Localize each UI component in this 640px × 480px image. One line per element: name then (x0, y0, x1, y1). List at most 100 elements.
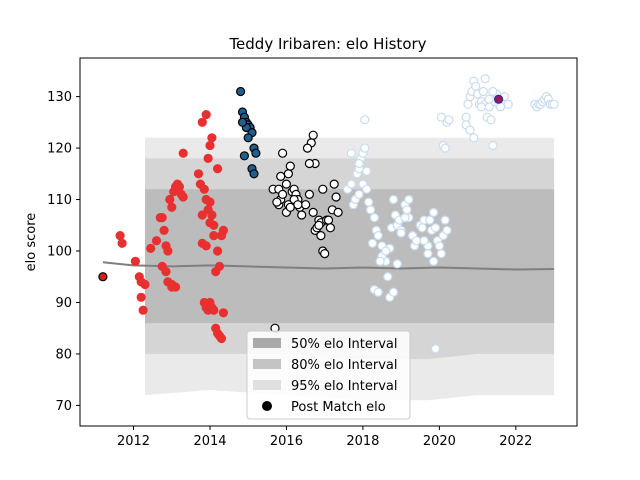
elo-point (174, 182, 184, 192)
elo-point (471, 81, 481, 91)
elo-point (400, 213, 410, 223)
elo-point (130, 256, 140, 266)
elo-point (549, 99, 559, 109)
elo-point (213, 246, 223, 256)
elo-point (209, 231, 219, 241)
elo-point (411, 236, 421, 246)
elo-point (203, 153, 213, 163)
elo-point (136, 292, 146, 302)
elo-point (308, 207, 318, 217)
elo-point (495, 102, 506, 112)
elo-point (308, 130, 318, 140)
elo-point (218, 225, 228, 235)
elo-point (251, 148, 261, 158)
elo-point (207, 210, 217, 220)
elo-point (430, 344, 441, 354)
elo-point (157, 213, 167, 223)
elo-point (367, 238, 378, 248)
elo-point (278, 189, 288, 199)
x-axis: 2012 2014 2016 2018 2020 2022 (117, 426, 532, 449)
elo-point (429, 256, 439, 266)
elo-point (354, 189, 364, 199)
elo-point (444, 115, 454, 125)
elo-point (207, 133, 217, 143)
legend-label-95: 95% elo Interval (291, 379, 398, 394)
elo-point (488, 140, 498, 151)
elo-point (488, 86, 498, 97)
elo-point (197, 210, 207, 220)
elo-point (151, 236, 162, 246)
plot-frame (79, 57, 578, 427)
elo-point (316, 231, 326, 241)
chart-title: Teddy Iribaren: elo History (228, 35, 426, 53)
elo-point (383, 272, 393, 282)
elo-point (486, 115, 496, 125)
elo-point (425, 215, 435, 225)
elo-point (304, 158, 314, 169)
elo-point (301, 200, 311, 210)
elo-point (503, 99, 513, 109)
elo-point (281, 179, 291, 189)
y-tick-label: 70 (55, 399, 72, 414)
elo-point (205, 197, 215, 207)
elo-point (360, 143, 370, 153)
y-tick-label: 120 (47, 142, 72, 157)
elo-point (205, 140, 215, 151)
legend-swatch-50 (253, 338, 281, 348)
x-tick-label: 2012 (117, 434, 150, 449)
elo-point (283, 169, 293, 179)
elo-point (434, 241, 444, 251)
elo-point (430, 223, 441, 233)
elo-point (237, 117, 248, 127)
elo-point (465, 125, 475, 135)
legend-swatch-80 (253, 359, 281, 369)
elo-point (201, 109, 211, 120)
x-tick-label: 2016 (270, 434, 303, 449)
y-tick-label: 110 (47, 193, 72, 208)
elo-point (293, 200, 303, 210)
elo-point (314, 220, 324, 230)
elo-point (404, 194, 414, 205)
elo-point (285, 161, 295, 171)
x-tick-label: 2022 (499, 434, 532, 449)
elo-point (366, 205, 376, 215)
elo-point (201, 241, 211, 251)
elo-point (297, 210, 307, 220)
elo-point (478, 86, 488, 97)
elo-point (165, 194, 175, 205)
elo-point (429, 207, 439, 217)
elo-point (388, 194, 399, 205)
elo-point (476, 102, 486, 112)
elo-point (375, 256, 385, 266)
elo-point (276, 171, 286, 181)
elo-point (178, 148, 188, 158)
legend-label-50: 50% elo Interval (291, 337, 398, 352)
elo-point (167, 279, 177, 290)
elo-point (364, 197, 374, 207)
elo-point (197, 117, 207, 127)
elo-point (159, 225, 169, 235)
elo-point (402, 205, 412, 215)
elo-point (436, 249, 446, 259)
elo-point (360, 115, 370, 125)
elo-point (117, 238, 127, 248)
elo-point (333, 207, 343, 217)
elo-point (136, 277, 146, 287)
elo-point (163, 246, 173, 256)
elo-point (329, 179, 339, 189)
y-axis-label: elo score (24, 213, 39, 272)
elo-point (214, 261, 225, 271)
elo-point (318, 184, 328, 194)
elo-point (392, 259, 402, 269)
elo-point (480, 73, 490, 84)
elo-point (205, 218, 215, 228)
elo-point (325, 223, 335, 233)
y-tick-label: 80 (55, 347, 72, 362)
elo-point (249, 169, 259, 179)
band-50 (145, 189, 555, 324)
elo-point (157, 261, 167, 271)
elo-point (369, 213, 379, 223)
elo-point (323, 215, 334, 225)
elo-point (494, 94, 504, 104)
